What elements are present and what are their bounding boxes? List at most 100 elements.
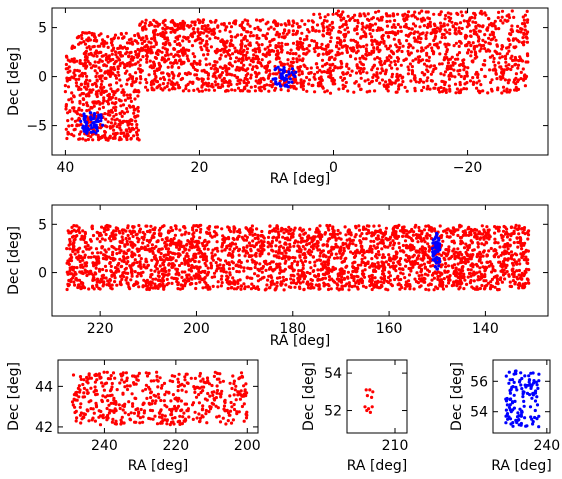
- data-point: [283, 28, 287, 32]
- data-point: [358, 12, 362, 16]
- data-point: [250, 276, 254, 280]
- data-point: [226, 286, 230, 291]
- data-point: [527, 281, 531, 285]
- data-point: [193, 39, 197, 43]
- data-point: [452, 241, 456, 245]
- data-point: [118, 44, 122, 48]
- data-point: [321, 21, 325, 25]
- data-point: [282, 62, 287, 66]
- data-point: [458, 90, 462, 95]
- data-point: [67, 98, 71, 102]
- data-point: [404, 57, 408, 62]
- data-point: [139, 257, 143, 261]
- data-point: [444, 261, 448, 266]
- data-point: [161, 26, 165, 30]
- data-point: [425, 79, 429, 83]
- data-point: [255, 41, 259, 45]
- data-point: [278, 60, 282, 64]
- data-point: [201, 18, 206, 22]
- data-point: [309, 66, 313, 70]
- data-point: [339, 65, 343, 69]
- data-point: [135, 77, 139, 81]
- data-point: [343, 34, 348, 38]
- data-point: [447, 43, 451, 47]
- data-point: [125, 110, 130, 114]
- data-point: [299, 45, 303, 49]
- data-point: [524, 76, 528, 80]
- data-point: [443, 80, 447, 84]
- data-point: [410, 70, 415, 74]
- data-point: [145, 229, 150, 234]
- data-point: [274, 53, 278, 57]
- data-point: [237, 68, 241, 72]
- data-point: [82, 115, 86, 119]
- data-point: [215, 225, 219, 229]
- data-point: [223, 28, 227, 32]
- data-point: [325, 25, 329, 29]
- data-point: [459, 63, 463, 67]
- data-point: [80, 36, 84, 41]
- data-point: [328, 232, 332, 236]
- data-point: [474, 51, 478, 56]
- data-point: [133, 270, 137, 274]
- data-point: [114, 76, 119, 80]
- point-layer: [63, 9, 530, 142]
- data-point: [96, 44, 100, 48]
- data-point: [187, 59, 191, 63]
- data-point: [313, 77, 317, 81]
- data-point: [517, 224, 521, 228]
- data-point: [328, 39, 332, 44]
- data-point: [497, 10, 501, 14]
- data-point: [355, 63, 359, 67]
- data-point: [102, 253, 106, 257]
- data-point: [403, 85, 407, 89]
- x-tick-label: 0: [329, 160, 338, 176]
- data-point: [209, 45, 213, 49]
- data-point: [204, 63, 208, 67]
- data-point: [213, 36, 217, 40]
- data-point: [200, 84, 204, 88]
- data-point: [333, 267, 338, 271]
- data-point: [99, 113, 103, 117]
- data-point: [318, 12, 322, 16]
- data-point: [187, 39, 191, 44]
- data-point: [493, 63, 497, 67]
- data-point: [346, 89, 350, 93]
- data-point: [506, 19, 510, 23]
- data-point: [483, 11, 487, 15]
- data-point: [138, 49, 142, 53]
- data-point: [241, 49, 245, 54]
- data-point: [358, 69, 362, 73]
- data-point: [173, 82, 177, 86]
- data-point: [516, 63, 521, 67]
- data-point: [386, 31, 390, 35]
- data-point: [254, 75, 258, 79]
- data-point: [487, 41, 491, 45]
- data-point: [413, 89, 417, 93]
- data-point: [137, 254, 141, 258]
- data-point: [510, 65, 514, 69]
- data-point: [385, 59, 389, 63]
- data-point: [240, 57, 244, 62]
- data-point: [246, 89, 250, 93]
- data-point: [331, 25, 335, 29]
- data-point: [460, 26, 464, 31]
- data-point: [275, 276, 280, 280]
- data-point: [225, 49, 229, 54]
- data-point: [98, 233, 102, 237]
- data-point: [301, 244, 305, 249]
- data-point: [132, 90, 136, 94]
- data-point: [125, 136, 129, 140]
- data-point: [151, 286, 155, 290]
- data-point: [135, 133, 139, 137]
- data-point: [197, 21, 202, 25]
- data-point: [454, 32, 458, 36]
- data-point: [430, 278, 434, 282]
- data-point: [116, 88, 120, 92]
- data-point: [396, 29, 400, 34]
- data-point: [118, 99, 122, 103]
- data-point: [465, 282, 469, 286]
- data-point: [515, 29, 519, 33]
- data-point: [149, 80, 154, 84]
- data-point: [324, 265, 328, 269]
